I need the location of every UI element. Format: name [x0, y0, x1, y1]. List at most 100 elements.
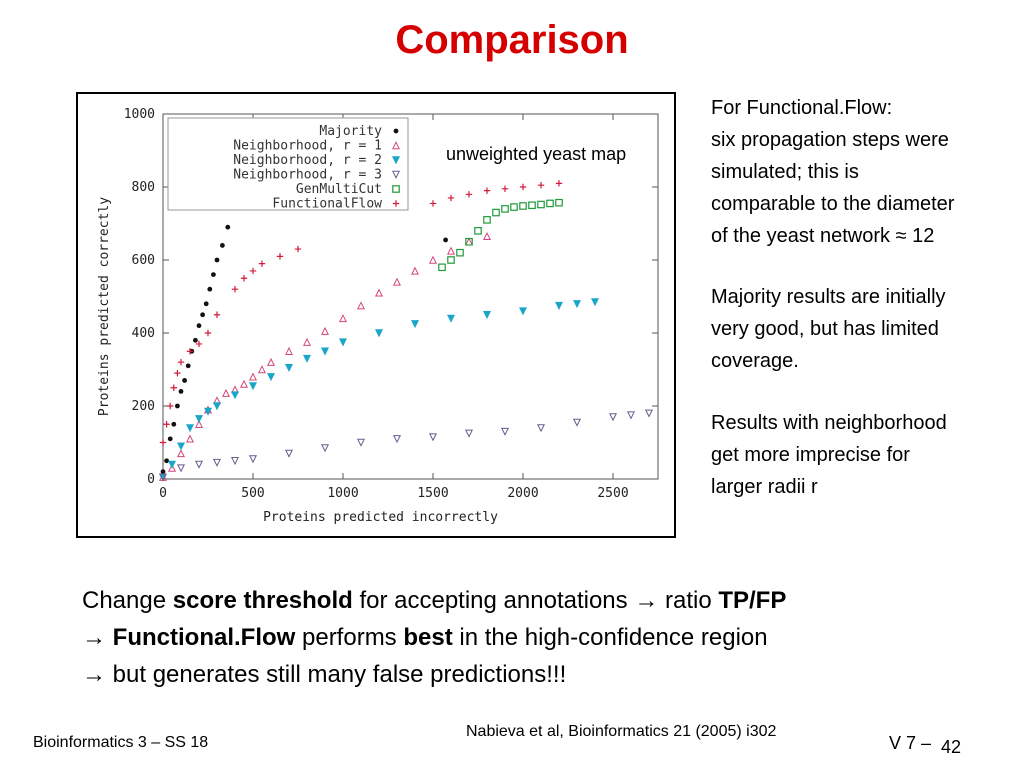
- data-point: [220, 243, 225, 248]
- data-point: [249, 267, 257, 275]
- legend-marker: [391, 141, 401, 150]
- data-point: [410, 266, 420, 275]
- data-point: [163, 421, 170, 428]
- conclusion-line-2: → Functional.Flow performs best in the h…: [82, 624, 768, 651]
- data-point: [626, 411, 636, 420]
- data-point: [474, 227, 482, 235]
- side-line: very good, but has limited: [711, 318, 939, 340]
- data-point: [320, 444, 330, 453]
- data-point: [176, 442, 186, 451]
- legend-label: Neighborhood, r = 1: [233, 139, 382, 154]
- data-point: [492, 208, 500, 217]
- y-tick-label: 400: [132, 326, 155, 341]
- data-point: [464, 237, 474, 246]
- data-point: [167, 463, 177, 472]
- scatter-chart: 0 200 400 600 800 1000 0 500 1000 1500 2000 2500 Pro…: [97, 107, 659, 525]
- legend-label: GenMultiCut: [296, 182, 382, 197]
- data-point: [482, 231, 492, 240]
- data-point: [302, 354, 312, 363]
- data-point: [572, 300, 582, 309]
- data-point: [482, 311, 492, 320]
- legend-label: Neighborhood, r = 2: [233, 153, 382, 168]
- data-point: [338, 338, 348, 347]
- data-point: [276, 253, 284, 260]
- data-point: [320, 347, 330, 356]
- data-point: [374, 329, 384, 338]
- data-point: [519, 202, 527, 210]
- data-point: [170, 384, 177, 391]
- data-point: [176, 449, 186, 458]
- series-r2: [158, 298, 600, 482]
- data-point: [590, 298, 600, 307]
- footer-page: V 7 – 42: [889, 733, 962, 757]
- data-point: [501, 185, 509, 193]
- x-tick-label: 1500: [417, 486, 448, 501]
- data-point: [608, 413, 618, 422]
- footer-course: Bioinformatics 3 – SS 18: [33, 734, 209, 751]
- data-point: [213, 311, 221, 318]
- data-point: [320, 326, 330, 335]
- side-paragraph-functionalflow: For Functional.Flow: six propagation ste…: [711, 92, 954, 252]
- data-point: [167, 460, 177, 469]
- data-point: [519, 183, 527, 191]
- data-point: [483, 216, 491, 224]
- side-line: comparable to the diameter: [711, 193, 955, 215]
- data-point: [193, 337, 198, 343]
- data-point: [443, 237, 448, 243]
- data-point: [212, 458, 222, 467]
- data-point: [356, 301, 366, 310]
- data-point: [518, 307, 528, 316]
- chart-axes: 0 200 400 600 800 1000 0 500 1000 1500 2000 2500 Pro…: [97, 107, 659, 525]
- side-paragraph-neighborhood: Results with neighborhood get more impre…: [711, 407, 947, 503]
- data-point: [167, 402, 174, 410]
- data-point: [554, 301, 564, 310]
- data-point: [338, 314, 348, 323]
- data-point: [214, 257, 220, 263]
- data-point: [178, 389, 184, 394]
- y-tick-label: 200: [132, 399, 155, 414]
- side-line: six propagation steps were: [711, 129, 949, 151]
- data-point: [182, 378, 187, 383]
- legend-marker: [393, 128, 399, 134]
- data-point: [644, 409, 654, 418]
- data-point: [194, 415, 204, 424]
- data-point: [200, 312, 205, 318]
- y-tick-label: 600: [132, 253, 155, 268]
- legend-marker: [392, 185, 400, 193]
- data-point: [230, 391, 240, 400]
- slide-label: V 7 –: [889, 733, 932, 753]
- data-point: [196, 323, 202, 329]
- data-point: [239, 379, 249, 388]
- data-point: [555, 180, 563, 187]
- data-point: [159, 439, 167, 446]
- data-point: [284, 449, 294, 458]
- x-tick-label: 500: [241, 486, 264, 501]
- legend-label: Majority: [319, 124, 382, 139]
- data-point: [240, 275, 248, 282]
- y-axis-label: Proteins predicted correctly: [97, 197, 112, 416]
- data-point: [204, 329, 212, 337]
- data-point: [465, 191, 473, 198]
- data-point: [465, 237, 473, 246]
- x-tick-label: 2500: [597, 486, 628, 501]
- legend-box: [167, 117, 409, 211]
- legend-marker: [391, 170, 401, 179]
- side-line: For Functional.Flow:: [711, 97, 893, 119]
- data-point: [185, 434, 195, 443]
- data-point: [185, 363, 191, 369]
- data-point: [175, 403, 180, 409]
- data-point: [160, 469, 166, 475]
- conclusion-text: Change score threshold for accepting ann…: [82, 582, 786, 693]
- page-number: 42: [941, 737, 962, 757]
- side-line: simulated; this is: [711, 161, 859, 183]
- data-point: [176, 464, 186, 473]
- data-point: [266, 373, 276, 382]
- series-functionalflow: [159, 180, 563, 446]
- side-line: larger radii r: [711, 476, 818, 498]
- data-point: [248, 382, 258, 391]
- data-point: [447, 256, 455, 264]
- y-tick-label: 800: [132, 180, 155, 195]
- data-point: [447, 194, 455, 202]
- data-point: [537, 200, 545, 209]
